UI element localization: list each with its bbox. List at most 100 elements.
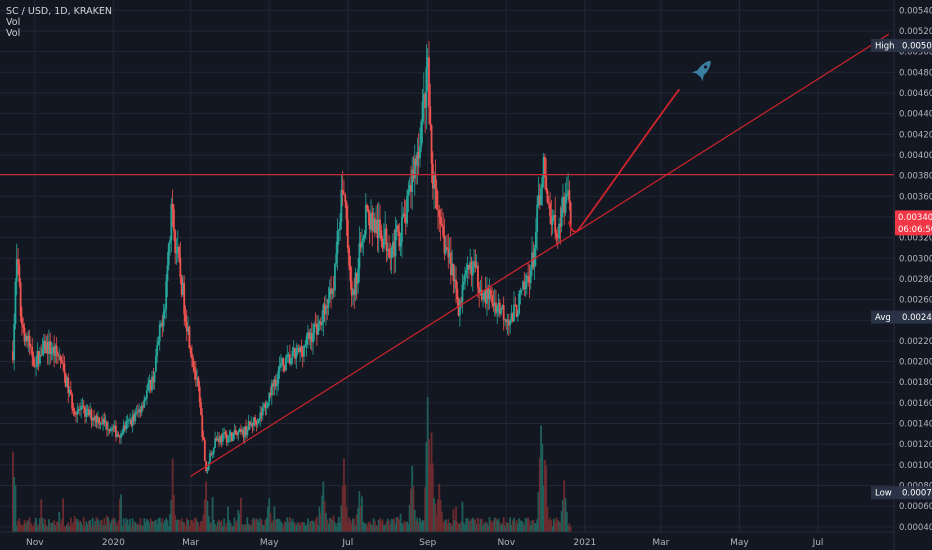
candle-body [457, 299, 460, 316]
volume-bar [312, 520, 314, 532]
candle-body [215, 438, 218, 441]
price-tick-label: 0.00060 [899, 502, 932, 512]
volume-bar [346, 523, 349, 532]
candle-body [252, 417, 255, 427]
candle-body [416, 151, 419, 166]
candle-body [564, 195, 567, 213]
volume-bar [544, 459, 546, 532]
volume-bar [401, 522, 403, 532]
volume-bar [321, 495, 323, 532]
volume-bar [355, 514, 358, 532]
volume-bar [196, 521, 198, 532]
volume-bar [46, 526, 49, 532]
volume-bar [358, 491, 361, 532]
candle-body [467, 264, 470, 269]
candle-body [437, 209, 439, 211]
candle-body [304, 344, 307, 346]
volume-bar [191, 519, 193, 532]
candle-body [41, 348, 44, 356]
candle-body [241, 429, 244, 433]
volume-bar [102, 525, 104, 532]
volume-bar [175, 520, 178, 532]
candle-body [94, 415, 97, 421]
candle-body [362, 237, 365, 242]
candle-body [325, 306, 327, 315]
candle-body [121, 433, 124, 434]
volume-bar [492, 520, 495, 532]
volume-bar [259, 518, 262, 532]
candle-body [260, 412, 263, 416]
candle-body [182, 283, 184, 295]
volume-bar [394, 523, 397, 532]
candle-body [117, 434, 120, 436]
volume-bar [336, 522, 339, 532]
candle-body [407, 190, 410, 196]
volume-bar [416, 517, 419, 532]
volume-bar [439, 499, 442, 532]
volume-bar [256, 519, 259, 532]
candle-body [102, 418, 104, 425]
candle-body [373, 218, 376, 233]
volume-bar [363, 522, 366, 532]
volume-bar [534, 523, 537, 532]
volume-bar [214, 524, 217, 532]
candle-body [58, 356, 61, 358]
candle-body [149, 380, 152, 391]
volume-bar [32, 525, 35, 532]
volume-bar [124, 524, 126, 532]
candle-body [335, 253, 338, 264]
candle-body [554, 215, 557, 234]
price-tick-label: 0.00120 [899, 440, 932, 450]
time-axis[interactable]: Nov 2020 Mar May Jul Sep Nov 2021 Mar May Jul [26, 538, 823, 548]
candle-body [330, 288, 332, 295]
volume-bar [562, 499, 564, 532]
volume-bar [135, 524, 138, 532]
candle-body [546, 190, 549, 203]
volume-bar [337, 516, 340, 532]
candle-body [84, 407, 86, 417]
candle-body [438, 210, 441, 218]
candle-body [72, 408, 75, 412]
candle-body [384, 228, 387, 239]
volume-bar [391, 519, 394, 532]
current-price-value: 0.00340 [898, 213, 932, 223]
volume-bar [115, 522, 117, 532]
candle-body [558, 223, 560, 239]
candle-body [568, 190, 571, 203]
volume-bar [49, 522, 52, 532]
volume-bar [399, 513, 402, 532]
volume-bar [542, 485, 545, 532]
candle-body [404, 216, 407, 224]
time-tick-label: Nov [26, 538, 44, 548]
candle-body [285, 356, 287, 371]
volume-bar [44, 519, 46, 532]
volume-bar [520, 520, 523, 532]
candle-body [518, 293, 521, 314]
volume-bar [551, 526, 554, 532]
candle-body [184, 314, 187, 322]
candle-body [39, 354, 41, 364]
volume-bar [30, 523, 32, 532]
volume-bar [274, 519, 277, 532]
volume-bar [197, 522, 200, 532]
volume-bar [457, 523, 460, 532]
volume-bar [233, 517, 236, 532]
price-tick-label: 0.00380 [899, 172, 932, 182]
candle-body [112, 427, 115, 429]
rocket-fin-left [691, 69, 700, 74]
volume-bar [178, 519, 180, 532]
candle-body [345, 202, 348, 220]
candle-body [14, 281, 17, 324]
volume-bar [113, 518, 116, 532]
low-tag-bg [871, 486, 932, 500]
volume-bar [138, 524, 141, 532]
volume-bar [14, 485, 17, 532]
candle-body [386, 248, 389, 251]
volume-bar [64, 526, 67, 532]
candle-body [197, 377, 200, 387]
candle-body [563, 196, 566, 213]
volume-bar [382, 524, 385, 532]
time-tick-label: Mar [652, 538, 669, 548]
volume-bar [255, 518, 258, 532]
